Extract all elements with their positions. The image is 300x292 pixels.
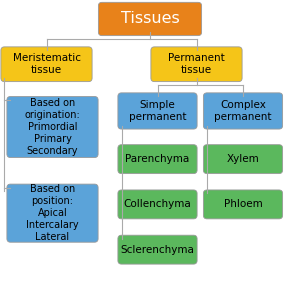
FancyBboxPatch shape	[98, 2, 202, 36]
FancyBboxPatch shape	[203, 93, 283, 129]
Text: Parenchyma: Parenchyma	[125, 154, 190, 164]
Text: Phloem: Phloem	[224, 199, 262, 209]
Text: Collenchyma: Collenchyma	[124, 199, 191, 209]
Text: Simple
permanent: Simple permanent	[129, 100, 186, 122]
FancyBboxPatch shape	[118, 145, 197, 173]
FancyBboxPatch shape	[7, 184, 98, 242]
Text: Tissues: Tissues	[121, 11, 179, 27]
FancyBboxPatch shape	[203, 145, 283, 173]
FancyBboxPatch shape	[118, 93, 197, 129]
FancyBboxPatch shape	[151, 47, 242, 82]
Text: Meristematic
tissue: Meristematic tissue	[13, 53, 80, 75]
FancyBboxPatch shape	[118, 190, 197, 219]
FancyBboxPatch shape	[118, 235, 197, 264]
Text: Xylem: Xylem	[226, 154, 260, 164]
Text: Based on
origination:
Primordial
Primary
Secondary: Based on origination: Primordial Primary…	[25, 98, 80, 156]
FancyBboxPatch shape	[1, 47, 92, 82]
Text: Complex
permanent: Complex permanent	[214, 100, 272, 122]
Text: Based on
position:
Apical
Intercalary
Lateral: Based on position: Apical Intercalary La…	[26, 184, 79, 242]
Text: Sclerenchyma: Sclerenchyma	[121, 245, 194, 255]
FancyBboxPatch shape	[203, 190, 283, 219]
FancyBboxPatch shape	[7, 97, 98, 158]
Text: Permanent
tissue: Permanent tissue	[168, 53, 225, 75]
